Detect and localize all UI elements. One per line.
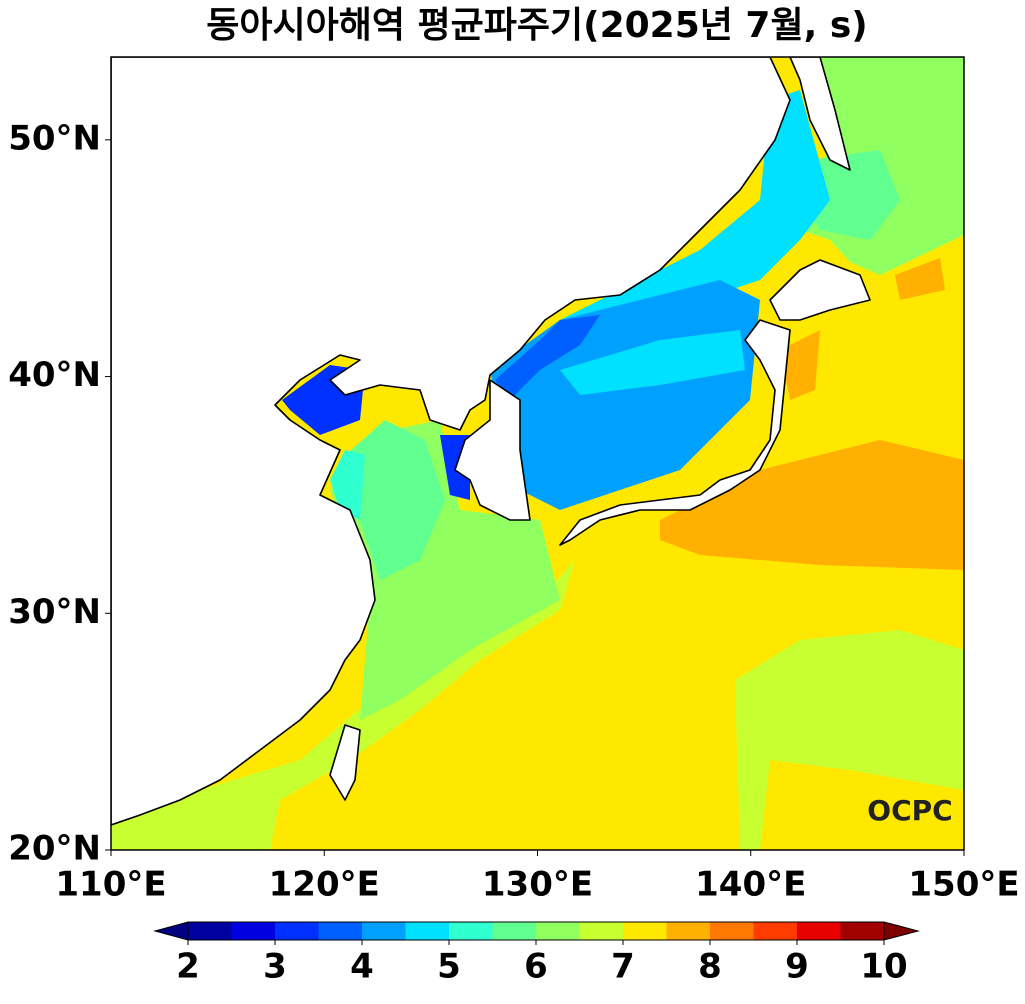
- colorbar-segment: [275, 922, 319, 940]
- title: 동아시아해역 평균파주기(2025년 7월, s): [206, 5, 867, 46]
- x-tick-label: 150°E: [908, 865, 1019, 905]
- colorbar-tick-label: 4: [350, 947, 374, 987]
- colorbar-segment: [623, 922, 667, 940]
- colorbar-tick-label: 3: [263, 947, 287, 987]
- land: [454, 379, 531, 521]
- x-tick-label: 140°E: [695, 865, 806, 905]
- x-tick-label: 110°E: [55, 865, 166, 905]
- sea-field: [895, 258, 945, 300]
- colorbar-segment: [231, 922, 275, 940]
- land: [559, 319, 791, 546]
- y-tick-label: 20°N: [8, 829, 101, 869]
- sea-field: [800, 150, 900, 240]
- sea-field: [780, 330, 820, 400]
- colorbar-segment: [840, 922, 884, 940]
- axes: 110°E 120°E 130°E 140°E 150°E 20°N 30°N 40°N 50°…: [8, 118, 1019, 904]
- colorbar-tick-label: 2: [176, 947, 200, 987]
- x-tick-label: 120°E: [269, 865, 380, 905]
- colorbar-segment: [318, 922, 362, 940]
- colorbar-segment: [797, 922, 841, 940]
- y-tick-label: 40°N: [8, 355, 101, 395]
- sea-field: [560, 90, 830, 330]
- map: OCPC: [111, 57, 964, 850]
- colorbar-segment: [710, 922, 754, 940]
- colorbar-segment: [536, 922, 580, 940]
- colorbar-segment: [449, 922, 493, 940]
- colorbar-segment: [579, 922, 623, 940]
- colorbar-segment: [492, 922, 536, 940]
- colorbar: 2 3 4 5 6 7 8 9 10: [153, 921, 920, 987]
- sea-field: [560, 330, 745, 395]
- land: [111, 57, 791, 826]
- y-tick-label: 50°N: [8, 118, 101, 158]
- colorbar-tick-label: 9: [785, 947, 809, 987]
- colorbar-tick-label: 10: [860, 947, 907, 987]
- land: [789, 57, 851, 171]
- land: [769, 259, 871, 321]
- colorbar-segment: [666, 922, 710, 940]
- colorbar-segment: [362, 922, 406, 940]
- colorbar-tick-label: 7: [611, 947, 635, 987]
- sea-field: [495, 315, 600, 400]
- colorbar-under: [153, 921, 189, 941]
- colorbar-segment: [753, 922, 797, 940]
- sea-field: [111, 560, 575, 850]
- colorbar-tick-label: 5: [437, 947, 461, 987]
- logo: OCPC: [867, 794, 952, 827]
- colorbar-tick-label: 6: [524, 947, 548, 987]
- colorbar-tick-label: 8: [698, 947, 722, 987]
- sea-field: [340, 420, 445, 580]
- colorbar-segment: [405, 922, 449, 940]
- colorbar-segment: [188, 922, 232, 940]
- sea-field: [330, 450, 365, 520]
- sea-field: [760, 760, 964, 850]
- colorbar-over: [883, 921, 920, 941]
- x-tick-label: 130°E: [482, 865, 593, 905]
- y-tick-label: 30°N: [8, 592, 101, 632]
- sea-field: [660, 440, 964, 570]
- land: [329, 724, 361, 801]
